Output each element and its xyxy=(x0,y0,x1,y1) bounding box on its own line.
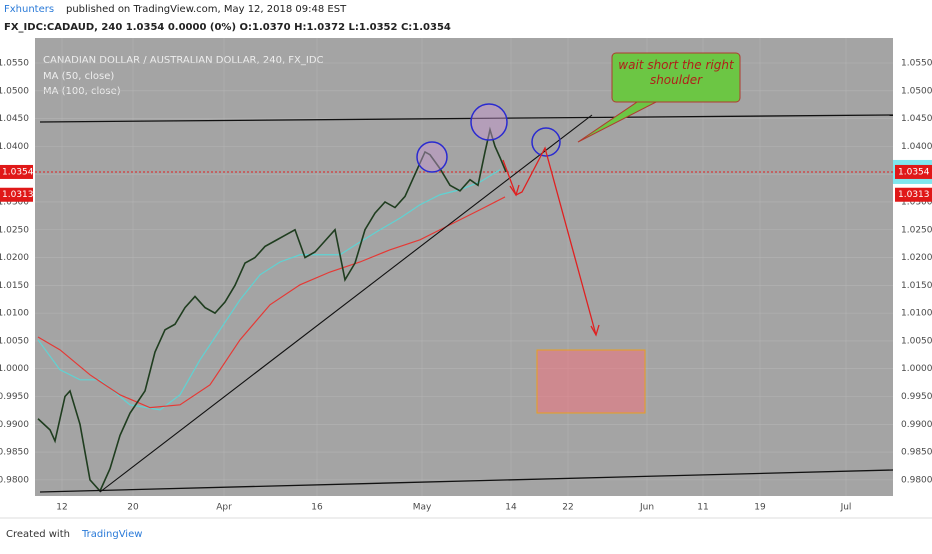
price-tag-label: 1.0354 xyxy=(2,167,34,177)
footer-text: Created with xyxy=(6,529,70,540)
support-line xyxy=(39,469,894,493)
y-tick-label: 1.0500 xyxy=(901,86,932,96)
x-tick-label: 11 xyxy=(697,503,708,513)
arrow-head xyxy=(590,324,600,337)
callout: wait short the right shoulder xyxy=(618,58,734,87)
y-tick-label: 1.0200 xyxy=(0,253,29,263)
y-tick-label: 0.9850 xyxy=(0,448,29,458)
y-tick-label: 1.0000 xyxy=(901,364,932,374)
price-line xyxy=(37,126,507,493)
publisher[interactable]: Fxhunters xyxy=(4,4,54,15)
x-tick-label: 20 xyxy=(127,503,139,513)
plot-background xyxy=(35,38,893,496)
legend-entry: MA (50, close) xyxy=(43,71,114,82)
price-tag xyxy=(0,187,33,202)
y-tick-label: 1.0550 xyxy=(0,59,29,69)
price-tag-label: 1.0313 xyxy=(898,190,930,200)
y-tick-label: 1.0100 xyxy=(0,309,29,319)
ticker-line: FX_IDC:CADAUD, 240 1.0354 0.0000 (0%) O:… xyxy=(4,22,451,33)
ma-line xyxy=(37,169,501,411)
x-tick-label: 22 xyxy=(562,503,573,513)
right-shoulder xyxy=(531,127,561,157)
y-tick-label: 0.9900 xyxy=(0,420,29,430)
published-note: published on TradingView.com, May 12, 20… xyxy=(66,4,347,15)
price-tag xyxy=(0,164,33,179)
projection-arrow xyxy=(502,146,597,336)
price-tag-label: 1.0313 xyxy=(2,190,34,200)
x-tick-label: Jun xyxy=(639,503,654,513)
y-tick-label: 0.9950 xyxy=(0,392,29,402)
callout-text: wait short the right shoulder xyxy=(618,58,734,87)
x-tick-label: Jul xyxy=(840,503,852,513)
target-zone xyxy=(536,349,646,414)
x-tick-label: 12 xyxy=(56,503,67,513)
y-tick-label: 1.0300 xyxy=(901,197,932,207)
y-tick-label: 1.0000 xyxy=(0,364,29,374)
y-tick-label: 1.0400 xyxy=(0,142,29,152)
ma-line xyxy=(37,196,506,409)
y-tick-label: 1.0450 xyxy=(0,114,29,124)
y-tick-label: 1.0100 xyxy=(901,309,932,319)
x-tick-label: Apr xyxy=(216,503,232,513)
head xyxy=(470,103,508,141)
resistance-line xyxy=(39,114,894,123)
y-tick-label: 1.0050 xyxy=(901,336,932,346)
y-tick-label: 1.0250 xyxy=(0,225,29,235)
brand[interactable]: TradingView xyxy=(81,529,142,540)
price-tag xyxy=(895,187,932,202)
y-tick-label: 1.0150 xyxy=(901,281,932,291)
y-tick-label: 0.9900 xyxy=(901,420,932,430)
x-tick-label: May xyxy=(413,503,432,513)
y-tick-label: 1.0500 xyxy=(0,86,29,96)
y-tick-label: 0.9850 xyxy=(901,448,932,458)
y-tick-label: 1.0050 xyxy=(0,336,29,346)
y-tick-label: 0.9950 xyxy=(901,392,932,402)
callout-box xyxy=(611,52,741,103)
x-tick-label: 14 xyxy=(505,503,517,513)
y-tick-label: 1.0550 xyxy=(901,59,932,69)
price-tag xyxy=(895,164,932,179)
y-tick-label: 1.0250 xyxy=(901,225,932,235)
chart-title: CANADIAN DOLLAR / AUSTRALIAN DOLLAR, 240… xyxy=(43,55,324,66)
x-tick-label: 16 xyxy=(311,503,323,513)
price-tag-label: 1.0354 xyxy=(898,167,930,177)
drawings xyxy=(39,52,894,493)
y-tick-label: 1.0300 xyxy=(0,197,29,207)
arrow-head xyxy=(509,184,520,197)
legend-entry: MA (100, close) xyxy=(43,86,121,97)
y-tick-label: 1.0200 xyxy=(901,253,932,263)
y-tick-label: 1.0150 xyxy=(0,281,29,291)
y-tick-label: 1.0450 xyxy=(901,114,932,124)
y-tick-label: 0.9800 xyxy=(0,475,29,485)
y-tick-label: 0.9800 xyxy=(901,475,932,485)
y-tick-label: 1.0400 xyxy=(901,142,932,152)
x-tick-label: 19 xyxy=(754,503,766,513)
left-shoulder xyxy=(416,141,448,173)
